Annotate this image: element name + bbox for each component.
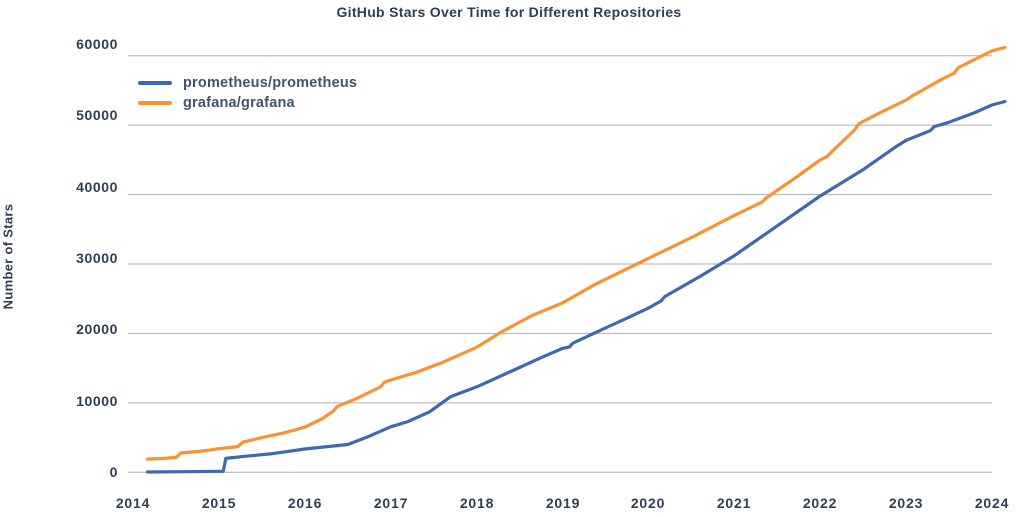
x-tick-label: 2015 [201, 495, 237, 511]
y-tick-label: 60000 [76, 36, 118, 52]
legend-item-prometheus: prometheus/prometheus [138, 73, 357, 93]
chart-title: GitHub Stars Over Time for Different Rep… [336, 4, 682, 20]
legend-label: grafana/grafana [183, 95, 295, 111]
legend-label: prometheus/prometheus [183, 75, 358, 91]
x-tick-label: 2024 [974, 495, 1010, 511]
x-tick-label: 2014 [115, 495, 151, 511]
x-tick-label: 2019 [545, 495, 581, 511]
y-tick-label: 50000 [76, 107, 118, 123]
y-tick-label: 40000 [76, 179, 118, 195]
x-tick-label: 2018 [459, 495, 495, 511]
y-tick-label: 0 [109, 464, 118, 480]
series-lines [146, 45, 1007, 474]
legend-item-grafana: grafana/grafana [138, 93, 357, 113]
y-tick-label: 30000 [76, 250, 118, 266]
x-tick-label: 2021 [716, 495, 752, 511]
series-line-grafana [146, 45, 1007, 461]
series-line-prometheus [146, 99, 1007, 474]
legend-line-swatch [138, 81, 172, 85]
y-tick-label: 10000 [76, 393, 118, 409]
x-tick-label: 2016 [287, 495, 323, 511]
x-tick-label: 2022 [802, 495, 838, 511]
x-tick-label: 2017 [373, 495, 409, 511]
x-tick-label: 2020 [630, 495, 666, 511]
x-tick-label: 2023 [888, 495, 924, 511]
legend: prometheus/prometheus grafana/grafana [138, 73, 357, 113]
y-tick-label: 20000 [76, 321, 118, 337]
gridlines [128, 55, 992, 473]
legend-line-swatch [138, 101, 172, 105]
